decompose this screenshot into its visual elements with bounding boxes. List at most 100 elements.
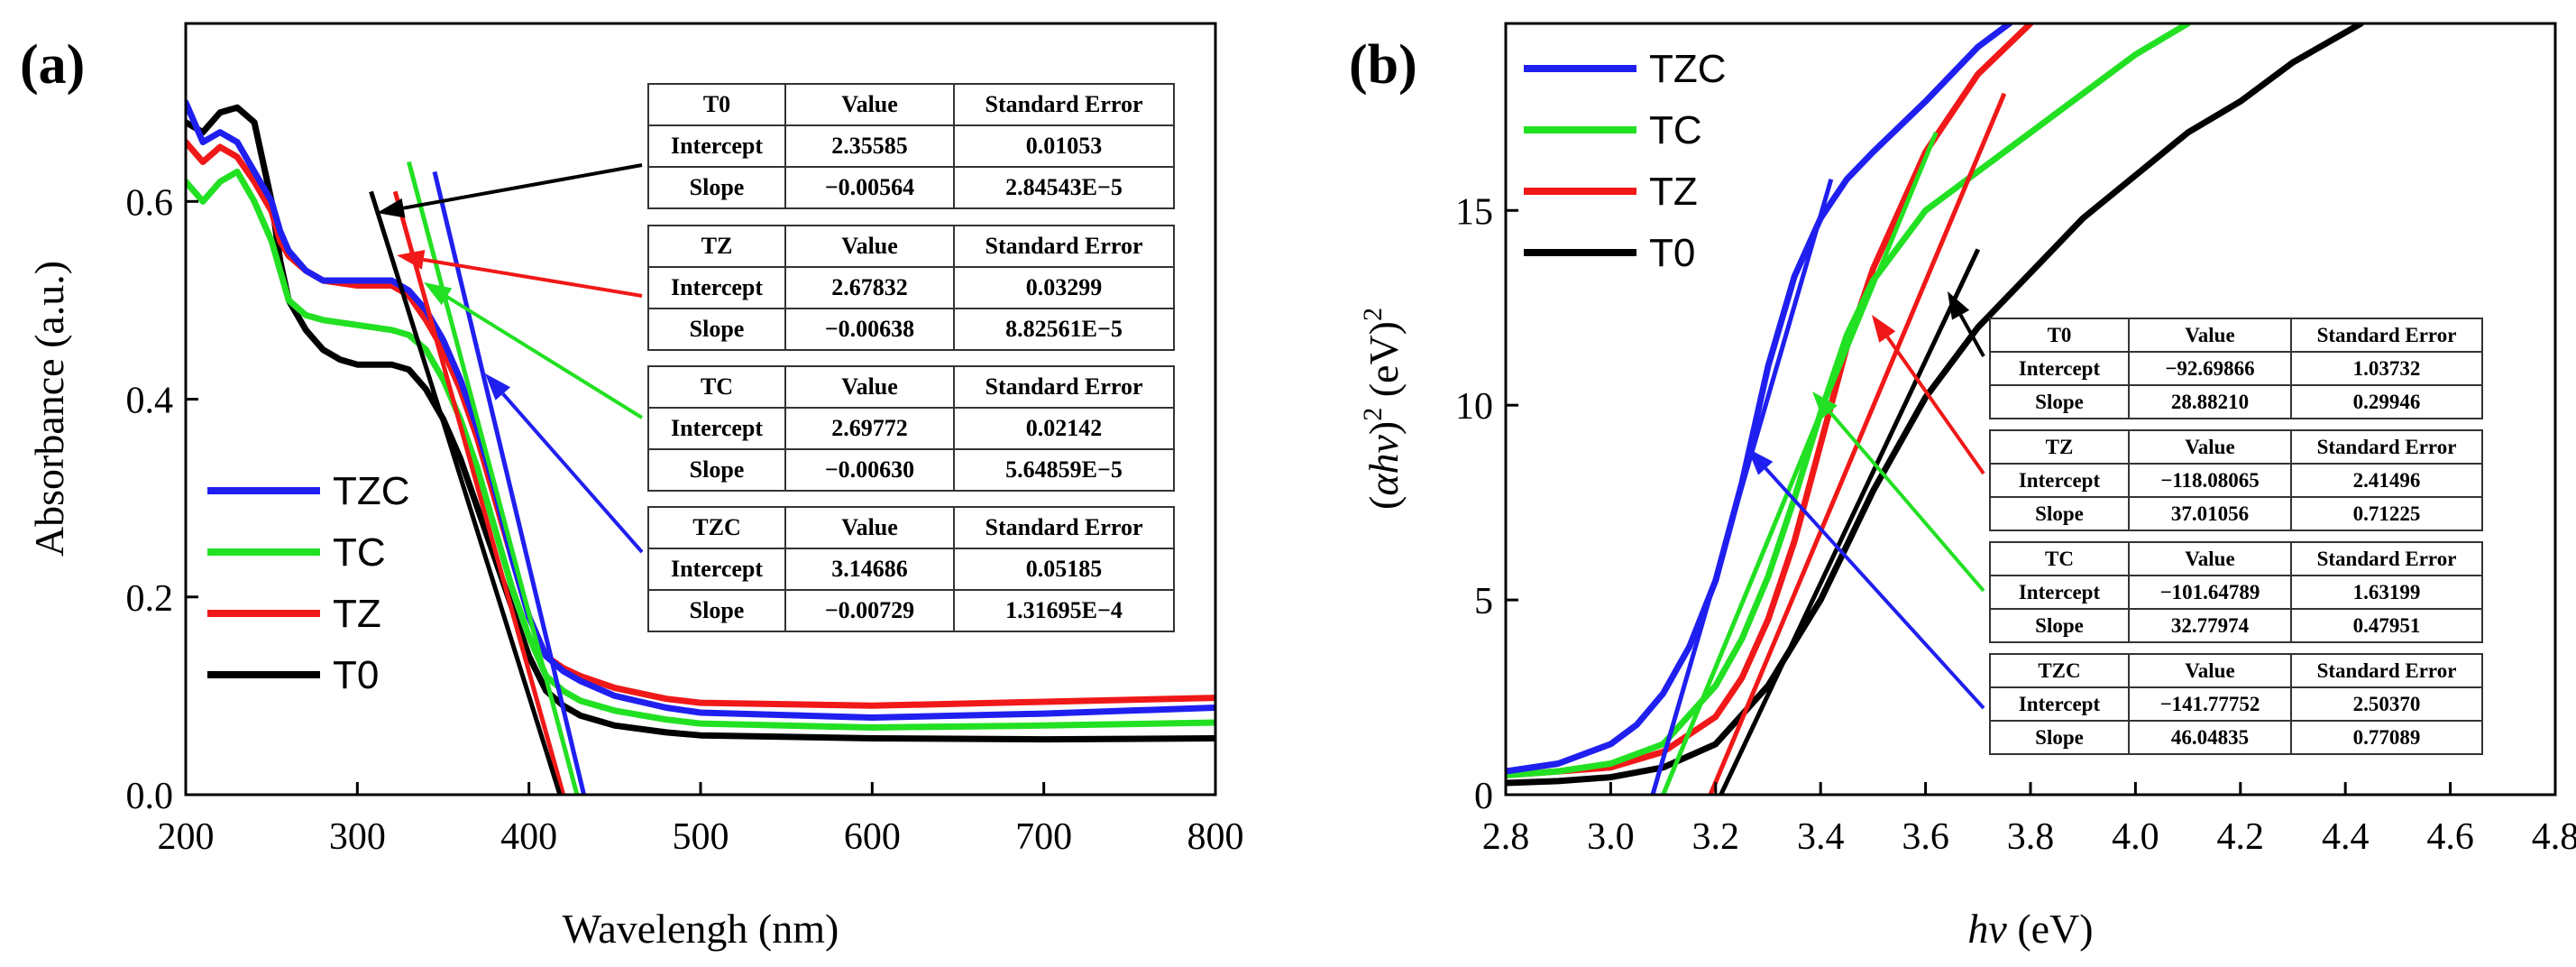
fit-table-tzc: TZC Value Standard Error Intercept −141.7775… xyxy=(1989,653,2483,755)
fit-line-t0 xyxy=(369,190,563,795)
x-tick-label: 200 xyxy=(158,816,215,858)
panel-b-y-label-sup2: 2 xyxy=(1358,308,1388,321)
legend-item-tz: TZ xyxy=(207,592,381,636)
table-cell: Intercept xyxy=(647,407,786,450)
x-tick-label: 4.8 xyxy=(2532,816,2576,858)
table-sample-name: TZ xyxy=(647,225,786,268)
legend-item-tz: TZ xyxy=(1524,170,1698,214)
legend-label: TZC xyxy=(1649,47,1727,91)
legend-label: TC xyxy=(1649,108,1702,152)
table-cell: 5.64859E−5 xyxy=(953,448,1175,492)
table-header-cell: Value xyxy=(2128,318,2292,353)
legend-label: TZ xyxy=(333,592,381,636)
x-tick-label: 4.6 xyxy=(2426,816,2474,858)
fit-arrows xyxy=(377,163,1985,710)
panel-a-plot-area xyxy=(186,99,1215,795)
table-header-cell: Standard Error xyxy=(2290,541,2483,576)
table-header-cell: Standard Error xyxy=(953,83,1175,126)
table-cell: 0.71225 xyxy=(2290,496,2483,531)
table-sample-name: TZ xyxy=(1989,429,2130,465)
table-row: Slope 28.88210 0.29946 xyxy=(1989,384,2483,419)
table-cell: Slope xyxy=(1989,496,2130,531)
legend-label: T0 xyxy=(1649,231,1695,275)
x-tick-label: 300 xyxy=(329,816,386,858)
table-cell: 1.03732 xyxy=(2290,351,2483,386)
table-row: Intercept −118.08065 2.41496 xyxy=(1989,463,2483,498)
fit-table-tc: TC Value Standard Error Intercept 2.69772 0.0… xyxy=(647,365,1175,492)
table-cell: Intercept xyxy=(647,548,786,591)
table-row: Slope 37.01056 0.71225 xyxy=(1989,496,2483,531)
fit-line-tzc xyxy=(1650,179,1834,795)
fit-line-tzc xyxy=(432,170,587,795)
x-tick-label: 3.0 xyxy=(1587,816,1635,858)
x-tick-label: 3.4 xyxy=(1797,816,1845,858)
table-header-cell: Standard Error xyxy=(953,506,1175,549)
panel-b-y-label-close: ) xyxy=(1361,421,1407,435)
x-tick-label: 600 xyxy=(844,816,901,858)
table-cell: 0.47951 xyxy=(2290,608,2483,643)
legend-item-tc: TC xyxy=(207,530,386,575)
panel-b-legend: TZC TC TZ T0 xyxy=(1524,47,1727,275)
table-header-cell: Value xyxy=(2128,541,2292,576)
fit-line-tc xyxy=(407,161,580,795)
x-tick-label: 2.8 xyxy=(1482,816,1530,858)
panel-b-y-label-unit: (eV) xyxy=(1361,321,1407,408)
table-cell: Intercept xyxy=(1989,575,2130,610)
arrow-t0 xyxy=(377,163,643,218)
legend-item-tc: TC xyxy=(1524,108,1702,152)
table-row: Intercept 2.69772 0.02142 xyxy=(647,407,1175,450)
panel-a-label: (a) xyxy=(20,34,85,96)
table-sample-name: TC xyxy=(647,365,786,409)
legend-item-tzc: TZC xyxy=(1524,47,1727,91)
table-cell: Slope xyxy=(647,308,786,351)
x-tick-label: 500 xyxy=(673,816,729,858)
legend-item-tzc: TZC xyxy=(207,469,410,513)
x-tick-label: 3.6 xyxy=(1902,816,1949,858)
table-cell: −0.00729 xyxy=(784,589,955,632)
x-tick-label: 4.4 xyxy=(2322,816,2370,858)
table-row: Intercept −92.69866 1.03732 xyxy=(1989,351,2483,386)
fit-table-tc: TC Value Standard Error Intercept −101.64789… xyxy=(1989,541,2483,643)
table-cell: Slope xyxy=(1989,608,2130,643)
y-tick-label: 0.2 xyxy=(126,578,174,620)
table-cell: 0.02142 xyxy=(953,407,1175,450)
y-tick-label: 0.4 xyxy=(126,381,174,422)
legend-item-t0: T0 xyxy=(1524,231,1695,275)
table-cell: Intercept xyxy=(1989,463,2130,498)
fit-line-tc xyxy=(1661,131,1939,795)
arrow-t0 xyxy=(1948,291,1985,357)
table-row: Slope 46.04835 0.77089 xyxy=(1989,720,2483,755)
y-tick-label: 5 xyxy=(1474,581,1493,622)
table-cell: 2.69772 xyxy=(784,407,955,450)
table-header-cell: Standard Error xyxy=(953,225,1175,268)
panel-b-y-label-sup1: 2 xyxy=(1358,408,1388,421)
table-cell: Slope xyxy=(1989,720,2130,755)
table-cell: Intercept xyxy=(1989,351,2130,386)
panel-b-label: (b) xyxy=(1349,34,1417,96)
table-cell: 28.88210 xyxy=(2128,384,2292,419)
table-cell: 0.77089 xyxy=(2290,720,2483,755)
panel-b-y-ticks: 0 5 10 15 xyxy=(1455,191,1518,817)
arrow-tc xyxy=(424,282,644,419)
panel-b-y-label-alpha: αhν xyxy=(1361,435,1407,496)
y-tick-label: 0.6 xyxy=(126,182,174,224)
panel-a-x-axis-label: Wavelengh (nm) xyxy=(563,906,839,952)
legend-item-t0: T0 xyxy=(207,653,379,697)
x-tick-label: 700 xyxy=(1015,816,1072,858)
legend-label: TZC xyxy=(333,469,410,513)
table-sample-name: T0 xyxy=(1989,318,2130,353)
table-row: Intercept −141.77752 2.50370 xyxy=(1989,686,2483,722)
table-cell: Slope xyxy=(1989,384,2130,419)
panel-a-y-axis-label: Absorbance (a.u.) xyxy=(26,261,72,557)
panel-a-legend: TZC TC TZ T0 xyxy=(207,469,410,697)
y-tick-label: 10 xyxy=(1455,386,1493,428)
x-tick-label: 4.0 xyxy=(2112,816,2159,858)
table-header-cell: Standard Error xyxy=(953,365,1175,409)
fit-table-t0: T0 Value Standard Error Intercept 2.35585 0.0… xyxy=(647,83,1175,209)
table-row: Intercept 2.35585 0.01053 xyxy=(647,124,1175,168)
table-cell: Intercept xyxy=(647,266,786,309)
x-tick-label: 3.2 xyxy=(1692,816,1740,858)
series-line-tc xyxy=(186,168,1215,731)
table-cell: −92.69866 xyxy=(2128,351,2292,386)
table-cell: Slope xyxy=(647,448,786,492)
